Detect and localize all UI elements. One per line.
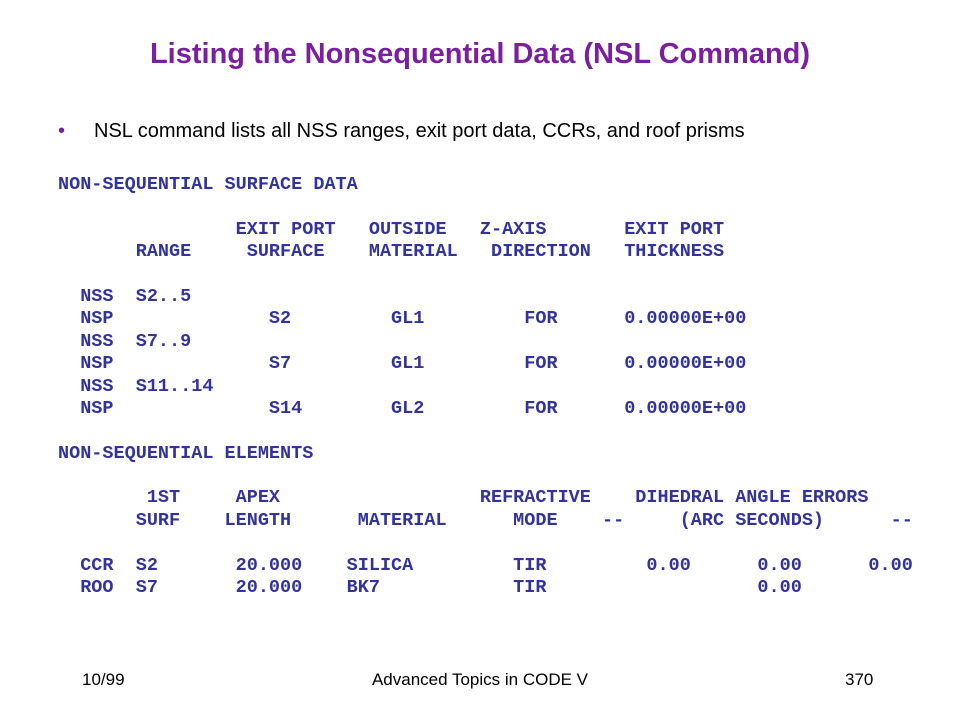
footer-page: 370 (845, 670, 874, 689)
data-row: ROO S7 20.000 BK7 TIR 0.00 (58, 577, 802, 599)
data-row: CCR S2 20.000 SILICA TIR 0.00 0.00 0.00 (58, 554, 913, 576)
column-header: RANGE SURFACE MATERIAL DIRECTION THICKNE… (58, 241, 725, 263)
column-header: EXIT PORT OUTSIDE Z-AXIS EXIT PORT (58, 218, 725, 240)
data-row: NSS S7..9 (58, 330, 192, 352)
data-row: NSP S7 GL1 FOR 0.00000E+00 (58, 353, 747, 375)
footer-date: 10/99 (82, 670, 125, 689)
data-row: NSS S2..5 (58, 285, 192, 307)
section-heading: NON-SEQUENTIAL SURFACE DATA (58, 174, 358, 195)
listing: NON-SEQUENTIAL SURFACE DATA EXIT PORT OU… (58, 174, 913, 599)
data-row: NSS S11..14 (58, 375, 214, 397)
column-header: SURF LENGTH MATERIAL MODE -- (ARC SECOND… (58, 509, 913, 531)
footer-title: Advanced Topics in CODE V (371, 670, 589, 689)
column-header: 1ST APEX REFRACTIVE DIHEDRAL ANGLE ERROR… (58, 487, 869, 509)
data-row: NSP S14 GL2 FOR 0.00000E+00 (58, 397, 747, 419)
bullet-marker: • (58, 120, 66, 142)
slide-title: Listing the Nonsequential Data (NSL Comm… (149, 38, 811, 70)
section-heading: NON-SEQUENTIAL ELEMENTS (58, 442, 314, 464)
bullet-text: NSL command lists all NSS ranges, exit p… (94, 120, 745, 142)
data-row: NSP S2 GL1 FOR 0.00000E+00 (58, 308, 747, 330)
